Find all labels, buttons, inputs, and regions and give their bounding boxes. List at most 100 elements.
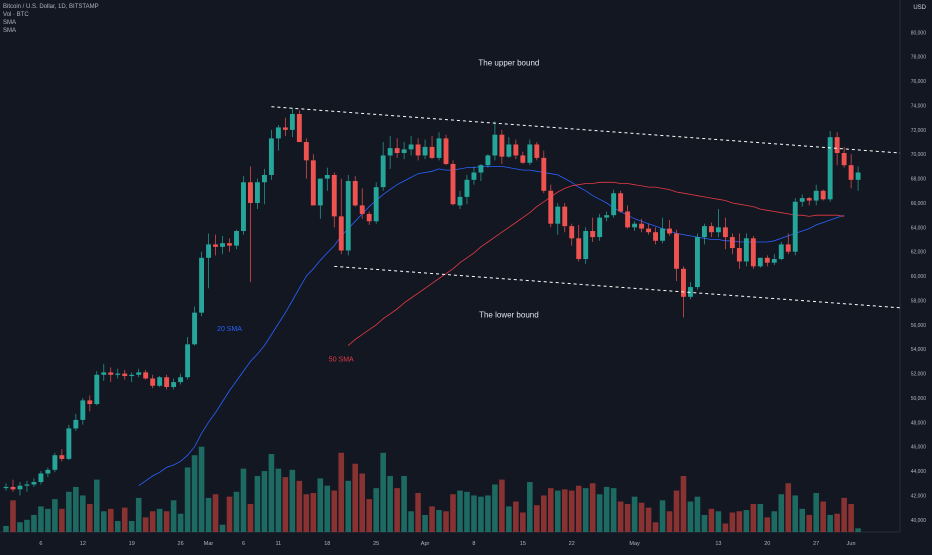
candle-body	[275, 127, 281, 139]
candle-body	[150, 378, 156, 386]
candle-body	[38, 473, 44, 483]
y-tick-label: 68,000	[911, 177, 927, 183]
candle-body	[234, 231, 239, 246]
y-tick-label: 74,000	[911, 103, 927, 109]
candle-body	[324, 174, 330, 179]
lower-bound-label: The lower bound	[479, 311, 539, 320]
candle-body	[31, 482, 37, 485]
volume-bar	[317, 478, 324, 532]
volume-bar	[261, 471, 268, 532]
volume-bar	[855, 528, 861, 532]
candle-body	[59, 455, 65, 459]
x-tick-label: Apr	[421, 541, 430, 547]
chart-legend: Bitcoin / U.S. Dollar, 1D, BITSTAMP Vol …	[3, 3, 99, 35]
volume-bar	[499, 479, 505, 532]
volume-bar	[457, 490, 463, 532]
candle-body	[583, 231, 589, 260]
candle-body	[534, 144, 540, 158]
volume-bar	[575, 485, 582, 532]
volume-bar	[652, 522, 659, 532]
candle-body	[729, 237, 735, 249]
candle-body	[24, 484, 30, 486]
volume-bar	[736, 511, 743, 532]
candle-body	[94, 374, 100, 405]
y-tick-label: 66,000	[911, 201, 927, 207]
volume-bar	[394, 488, 400, 532]
y-tick-label: 44,000	[911, 469, 927, 475]
volume-bar	[52, 499, 58, 532]
volume-bar	[799, 508, 806, 532]
candle-body	[171, 382, 177, 387]
volume-bar	[645, 507, 652, 532]
x-tick-label: 15	[520, 541, 526, 547]
volume-bar	[596, 494, 603, 532]
candle-body	[485, 155, 491, 166]
candle-body	[192, 312, 198, 345]
candle-body	[674, 233, 679, 269]
candle-body	[660, 228, 665, 241]
candle-body	[597, 217, 603, 238]
candle-body	[317, 178, 323, 206]
volume-bar	[708, 508, 715, 532]
candle-body	[387, 148, 393, 156]
candle-body	[750, 238, 756, 267]
candle-body	[778, 244, 784, 260]
candle-body	[513, 144, 519, 156]
y-tick-label: 50,000	[911, 396, 927, 402]
volume-bar	[17, 522, 23, 532]
candle-body	[499, 134, 505, 157]
candle-body	[338, 216, 344, 251]
volume-bar	[820, 501, 826, 532]
volume-bar	[38, 506, 44, 532]
volume-bar	[743, 510, 750, 532]
candle-body	[771, 259, 777, 263]
volume-bar	[324, 485, 331, 532]
volume-bar	[338, 452, 345, 532]
volume-bar	[87, 503, 93, 532]
y-tick-label: 76,000	[911, 79, 927, 85]
volume-bar	[778, 494, 785, 532]
candle-body	[213, 244, 218, 247]
y-tick-label: 42,000	[911, 493, 927, 499]
sma-legend-2: SMA	[3, 28, 17, 34]
volume-bar	[771, 511, 778, 532]
volume-bar	[589, 483, 596, 532]
volume-bar	[492, 484, 498, 532]
candle-body	[331, 174, 337, 217]
candle-body	[715, 227, 721, 233]
candle-body	[157, 377, 163, 386]
volume-bar	[527, 482, 533, 532]
volume-bar	[750, 503, 757, 532]
candle-body	[646, 228, 652, 233]
candle-body	[695, 237, 700, 288]
volume-bar	[226, 496, 233, 532]
volume-bar	[128, 521, 135, 532]
candle-body	[394, 148, 400, 154]
candle-body	[450, 163, 456, 205]
volume-bar	[464, 491, 470, 532]
x-tick-label: 27	[813, 541, 819, 547]
volume-bar	[694, 496, 701, 532]
volume-bar	[380, 452, 386, 532]
volume-bar	[121, 507, 128, 532]
candle-body	[506, 144, 512, 157]
candle-body	[52, 455, 58, 470]
lower-bound-line	[334, 265, 901, 309]
volume-bar	[729, 512, 736, 532]
candle-body	[701, 226, 707, 238]
candle-body	[164, 377, 170, 387]
volume-bar	[177, 513, 184, 532]
currency-label[interactable]: USD	[913, 5, 926, 11]
volume-bar	[785, 483, 792, 532]
volume-bar	[114, 521, 121, 532]
volume-bar	[666, 511, 673, 532]
candle-body	[841, 153, 847, 166]
candle-body	[764, 257, 770, 263]
y-tick-label: 78,000	[911, 55, 927, 61]
candle-body	[408, 144, 414, 150]
volume-bar	[624, 503, 631, 532]
candle-body	[17, 485, 23, 490]
